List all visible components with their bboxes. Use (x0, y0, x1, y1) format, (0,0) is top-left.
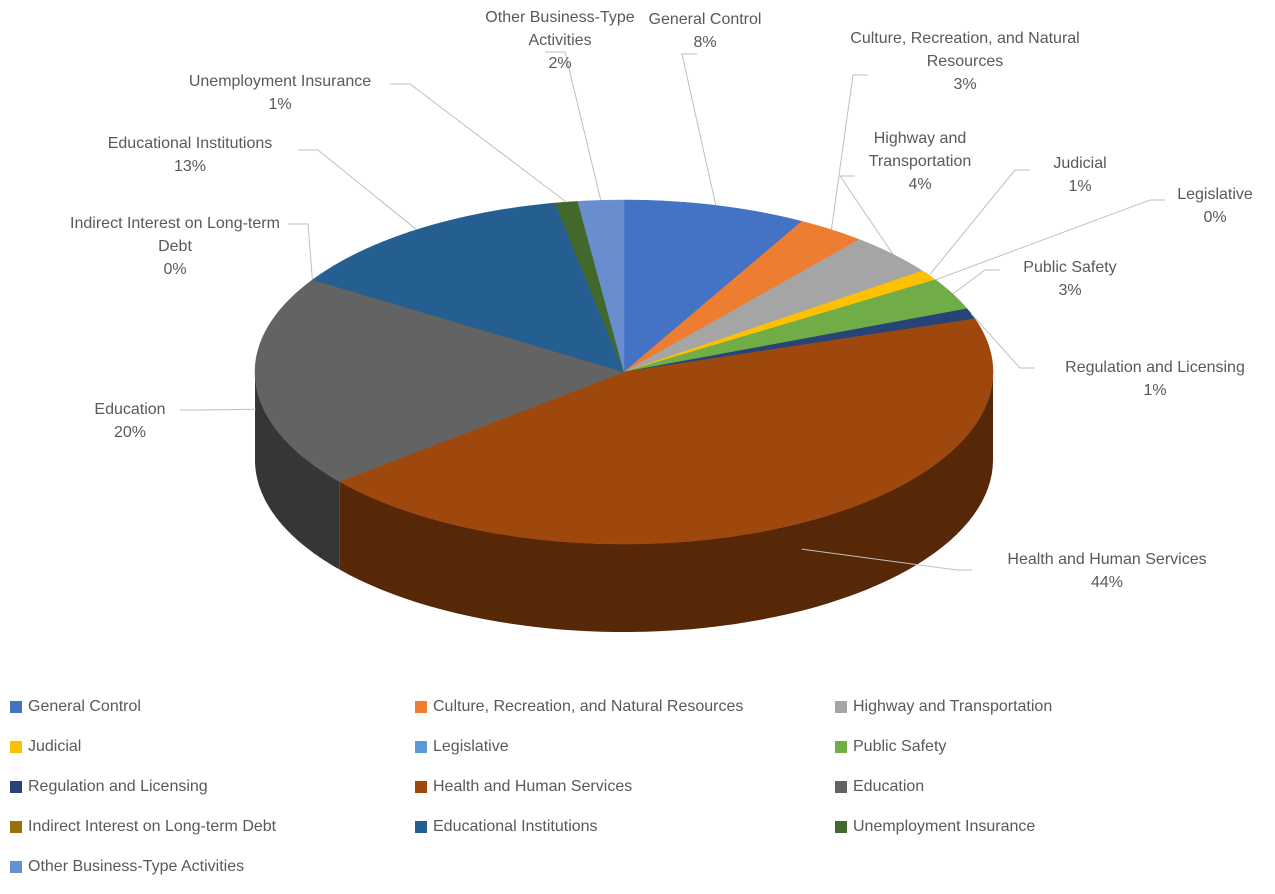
data-label: Education 20% (70, 398, 190, 444)
data-label-value: 2% (548, 55, 572, 72)
legend-swatch (415, 741, 427, 753)
legend-swatch (835, 701, 847, 713)
data-label-value: 3% (1058, 282, 1082, 299)
legend-label: Regulation and Licensing (28, 778, 208, 795)
data-label-value: 0% (1203, 209, 1227, 226)
legend-swatch (835, 741, 847, 753)
pie-slice (339, 318, 994, 545)
legend-label: Public Safety (853, 738, 947, 755)
legend-item: Legislative (415, 738, 509, 756)
leader-line (839, 175, 894, 255)
pie-slice (577, 199, 625, 373)
legend-label: Unemployment Insurance (853, 818, 1036, 835)
legend-label: Education (853, 778, 925, 795)
legend-item: Regulation and Licensing (10, 778, 208, 796)
data-label-name: Other Business-Type Activities (485, 9, 635, 49)
data-label: Culture, Recreation, and Natural Resourc… (845, 27, 1085, 96)
data-label: Regulation and Licensing 1% (1035, 356, 1275, 402)
legend-item: Judicial (10, 738, 81, 756)
data-label-value: 0% (163, 261, 187, 278)
data-label-name: Legislative (1177, 186, 1253, 203)
leader-line (830, 74, 868, 230)
leader-line (928, 169, 1030, 276)
legend-label: Legislative (433, 738, 509, 755)
leader-line (970, 313, 1035, 369)
data-label-name: Public Safety (1023, 259, 1117, 276)
legend-label: General Control (28, 698, 141, 715)
data-label-value: 1% (1068, 178, 1092, 195)
data-label-name: Health and Human Services (1007, 551, 1207, 568)
data-label: Unemployment Insurance 1% (155, 70, 405, 116)
legend-item: Educational Institutions (415, 818, 598, 836)
legend-label: Indirect Interest on Long-term Debt (28, 818, 277, 835)
leader-line (801, 548, 972, 571)
legend-item: Other Business-Type Activities (10, 858, 244, 876)
leader-line (298, 149, 417, 231)
leader-line (288, 223, 313, 280)
data-label: Judicial 1% (1035, 152, 1125, 198)
legend-swatch (10, 821, 22, 833)
leader-line (935, 199, 1165, 281)
data-label-value: 1% (268, 96, 292, 113)
pie-slice-side (255, 372, 340, 570)
legend-swatch (415, 701, 427, 713)
legend-label: Other Business-Type Activities (28, 858, 245, 875)
leader-line (545, 51, 602, 201)
legend-item: Public Safety (835, 738, 946, 756)
legend-item: General Control (10, 698, 141, 716)
leader-line (180, 408, 256, 411)
data-label: Legislative 0% (1160, 183, 1270, 229)
data-label-value: 4% (908, 176, 932, 193)
data-label-name: Regulation and Licensing (1065, 359, 1245, 376)
data-label: Other Business-Type Activities 2% (465, 6, 655, 75)
legend-swatch (835, 821, 847, 833)
data-label-value: 8% (693, 34, 717, 51)
legend-label: Judicial (28, 738, 82, 755)
data-label-name: Education (94, 401, 166, 418)
legend-item: Culture, Recreation, and Natural Resourc… (415, 698, 743, 716)
legend-item: Highway and Transportation (835, 698, 1052, 716)
legend-swatch (415, 821, 427, 833)
legend-swatch (835, 781, 847, 793)
data-label-value: 44% (1090, 574, 1124, 591)
data-label-value: 20% (113, 424, 147, 441)
data-label: General Control 8% (625, 8, 785, 54)
data-label-name: Unemployment Insurance (188, 73, 372, 90)
data-label-value: 1% (1143, 382, 1167, 399)
legend-label: Culture, Recreation, and Natural Resourc… (433, 698, 744, 715)
legend-item: Education (835, 778, 924, 796)
data-label-name: General Control (648, 11, 762, 28)
legend-swatch (10, 741, 22, 753)
data-label: Indirect Interest on Long-term Debt 0% (55, 212, 295, 281)
data-label: Health and Human Services 44% (972, 548, 1242, 594)
data-label-name: Highway and Transportation (868, 130, 972, 170)
data-label: Highway and Transportation 4% (840, 127, 1000, 196)
legend-label: Health and Human Services (433, 778, 633, 795)
data-label: Educational Institutions 13% (65, 132, 315, 178)
legend-swatch (10, 781, 22, 793)
legend-label: Educational Institutions (433, 818, 598, 835)
data-label-value: 13% (173, 158, 207, 175)
data-label-name: Judicial (1053, 155, 1107, 172)
legend-item: Health and Human Services (415, 778, 632, 796)
legend-item: Indirect Interest on Long-term Debt (10, 818, 276, 836)
leader-line (681, 53, 717, 206)
legend-swatch (415, 781, 427, 793)
data-label-name: Culture, Recreation, and Natural Resourc… (850, 30, 1080, 70)
pie-slice (254, 279, 625, 482)
data-label-name: Indirect Interest on Long-term Debt (70, 215, 280, 255)
legend-swatch (10, 701, 22, 713)
leader-line (952, 269, 1000, 295)
leader-line (390, 83, 567, 203)
legend-item: Unemployment Insurance (835, 818, 1035, 836)
pie-slice-side (339, 372, 993, 632)
data-label-name: Educational Institutions (107, 135, 273, 152)
legend-label: Highway and Transportation (853, 698, 1053, 715)
legend-swatch (10, 861, 22, 873)
data-label-value: 3% (953, 76, 977, 93)
data-label: Public Safety 3% (1000, 256, 1140, 302)
